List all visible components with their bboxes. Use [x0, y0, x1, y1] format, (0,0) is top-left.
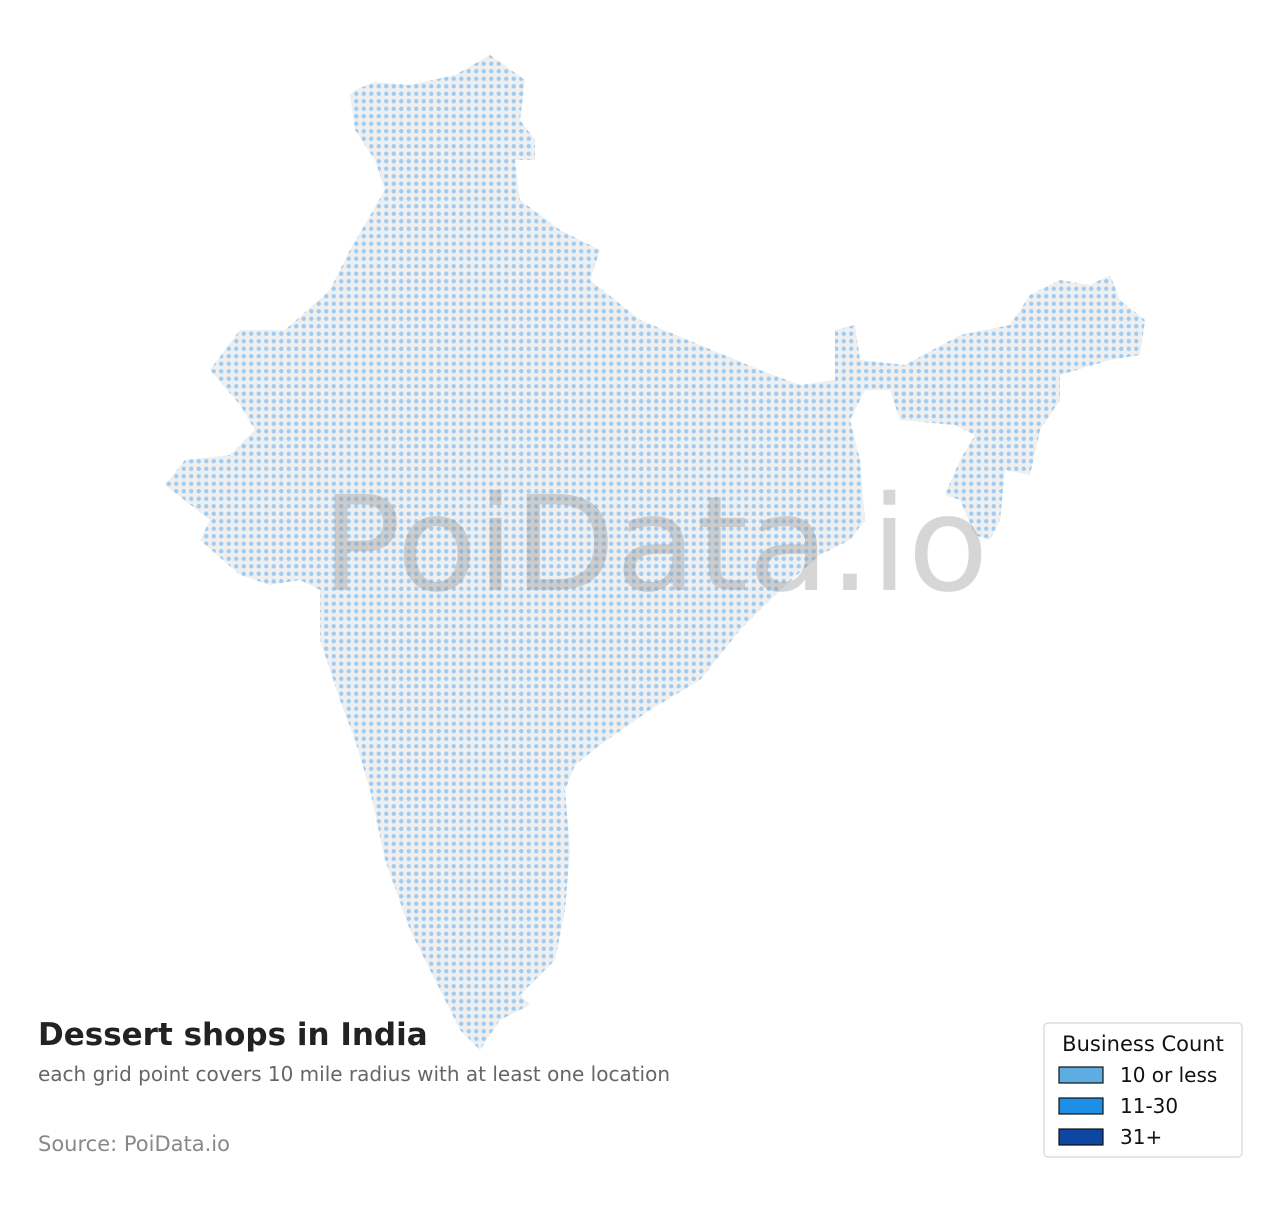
- legend-swatch: [1058, 1066, 1104, 1084]
- legend-swatch: [1058, 1097, 1104, 1115]
- source: Source: PoiData.io: [38, 1132, 230, 1156]
- legend-label: 11-30: [1120, 1094, 1178, 1118]
- legend: Business Count 10 or less 11-30 31+: [1043, 1022, 1243, 1158]
- legend-swatch: [1058, 1128, 1104, 1146]
- title: Dessert shops in India: [38, 1017, 428, 1053]
- legend-label: 31+: [1120, 1125, 1162, 1149]
- legend-box: [1043, 1022, 1243, 1158]
- subtitle: each grid point covers 10 mile radius wi…: [38, 1062, 670, 1086]
- legend-title: Business Count: [1062, 1032, 1224, 1056]
- legend-label: 10 or less: [1120, 1063, 1217, 1087]
- watermark: PoiData.io: [322, 468, 989, 622]
